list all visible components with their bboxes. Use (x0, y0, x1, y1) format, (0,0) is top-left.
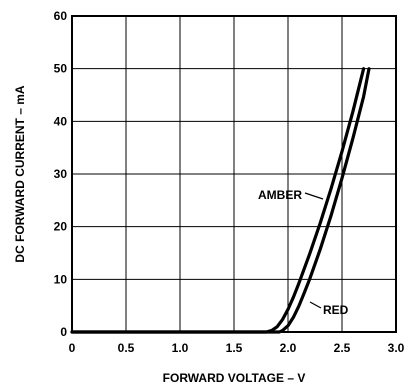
y-tick-label: 40 (54, 114, 68, 128)
series-line-red (70, 67, 371, 334)
leader-line-amber (304, 192, 324, 200)
y-tick-label: 20 (54, 220, 68, 234)
x-tick-label: 3.0 (388, 341, 405, 355)
series-label-red: RED (323, 303, 349, 317)
y-tick-labels: 0 10 20 30 40 50 60 (54, 9, 68, 339)
x-tick-label: 2.5 (334, 341, 351, 355)
x-tick-label: 0 (69, 341, 76, 355)
y-tick-label: 30 (54, 167, 68, 181)
x-tick-label: 1.5 (226, 341, 243, 355)
curves (70, 67, 371, 334)
y-tick-label: 10 (54, 272, 68, 286)
x-tick-label: 1.0 (172, 341, 189, 355)
label-leaders (304, 192, 324, 309)
series-line-amber (70, 67, 366, 334)
y-axis-label: DC FORWARD CURRENT – mA (13, 85, 27, 262)
y-tick-label: 0 (60, 325, 67, 339)
series-label-amber: AMBER (258, 188, 302, 202)
x-axis-label: FORWARD VOLTAGE – V (163, 371, 306, 385)
x-tick-label: 2.0 (280, 341, 297, 355)
grid (72, 16, 396, 332)
x-tick-labels: 0 0.5 1.0 1.5 2.0 2.5 3.0 (69, 341, 405, 355)
leader-line-red (309, 301, 322, 309)
x-tick-label: 0.5 (118, 341, 135, 355)
y-tick-label: 50 (54, 62, 68, 76)
y-tick-label: 60 (54, 9, 68, 23)
